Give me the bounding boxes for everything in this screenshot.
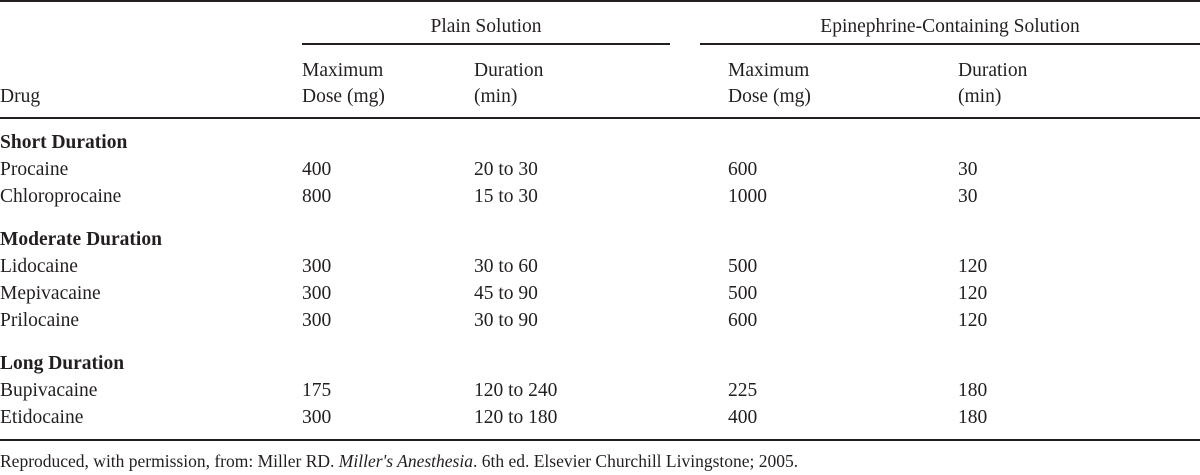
column-header: Drug xyxy=(0,86,41,107)
group-header: Epinephrine-Containing Solution xyxy=(820,16,1080,37)
section-title: Long Duration xyxy=(0,353,125,374)
table-cell: 30 to 90 xyxy=(474,310,538,331)
table-cell: 225 xyxy=(728,380,758,401)
group-rule xyxy=(302,43,670,45)
table-cell: 500 xyxy=(728,283,758,304)
section-title: Short Duration xyxy=(0,132,128,153)
table-cell: 180 xyxy=(958,407,988,428)
drug-name: Chloroprocaine xyxy=(0,186,122,207)
table-cell: 15 to 30 xyxy=(474,186,538,207)
table-cell: 175 xyxy=(302,380,332,401)
table-cell: 30 xyxy=(958,186,978,207)
group-rule xyxy=(700,43,1200,45)
footnote-text: . 6th ed. Elsevier Churchill Livingstone… xyxy=(472,451,799,471)
table-cell: 300 xyxy=(302,283,332,304)
column-header: Maximum xyxy=(728,60,810,81)
table-cell: 120 to 180 xyxy=(474,407,558,428)
table-cell: 600 xyxy=(728,159,758,180)
footnote: Reproduced, with permission, from: Mille… xyxy=(0,448,798,474)
drug-name: Lidocaine xyxy=(0,256,78,277)
footnote-title: Miller's Anesthesia xyxy=(338,451,473,471)
table-cell: 120 xyxy=(958,283,988,304)
table-cell: 500 xyxy=(728,256,758,277)
column-header: Dose (mg) xyxy=(728,86,811,107)
drug-name: Mepivacaine xyxy=(0,283,101,304)
column-header: Duration xyxy=(958,60,1028,81)
table-cell: 30 to 60 xyxy=(474,256,538,277)
column-header: Maximum xyxy=(302,60,384,81)
table-cell: 800 xyxy=(302,186,332,207)
table-cell: 300 xyxy=(302,407,332,428)
column-header: Dose (mg) xyxy=(302,86,385,107)
table-cell: 120 to 240 xyxy=(474,380,558,401)
column-header: (min) xyxy=(474,86,518,107)
table-cell: 300 xyxy=(302,256,332,277)
table-cell: 400 xyxy=(728,407,758,428)
header-rule xyxy=(0,117,1200,119)
group-header: Plain Solution xyxy=(430,16,542,37)
column-header: (min) xyxy=(958,86,1002,107)
top-rule xyxy=(0,0,1200,2)
column-header: Duration xyxy=(474,60,544,81)
table-cell: 1000 xyxy=(728,186,767,207)
section-title: Moderate Duration xyxy=(0,229,162,250)
footnote-text: Reproduced, with permission, from: Mille… xyxy=(0,451,339,471)
table-cell: 180 xyxy=(958,380,988,401)
table-cell: 30 xyxy=(958,159,978,180)
table-cell: 120 xyxy=(958,310,988,331)
drug-name: Etidocaine xyxy=(0,407,84,428)
table-cell: 600 xyxy=(728,310,758,331)
table-cell: 45 to 90 xyxy=(474,283,538,304)
table-cell: 300 xyxy=(302,310,332,331)
drug-name: Bupivacaine xyxy=(0,380,98,401)
table-cell: 400 xyxy=(302,159,332,180)
drug-name: Prilocaine xyxy=(0,310,80,331)
drug-name: Procaine xyxy=(0,159,69,180)
table-cell: 20 to 30 xyxy=(474,159,538,180)
table-cell: 120 xyxy=(958,256,988,277)
bottom-rule xyxy=(0,439,1200,441)
